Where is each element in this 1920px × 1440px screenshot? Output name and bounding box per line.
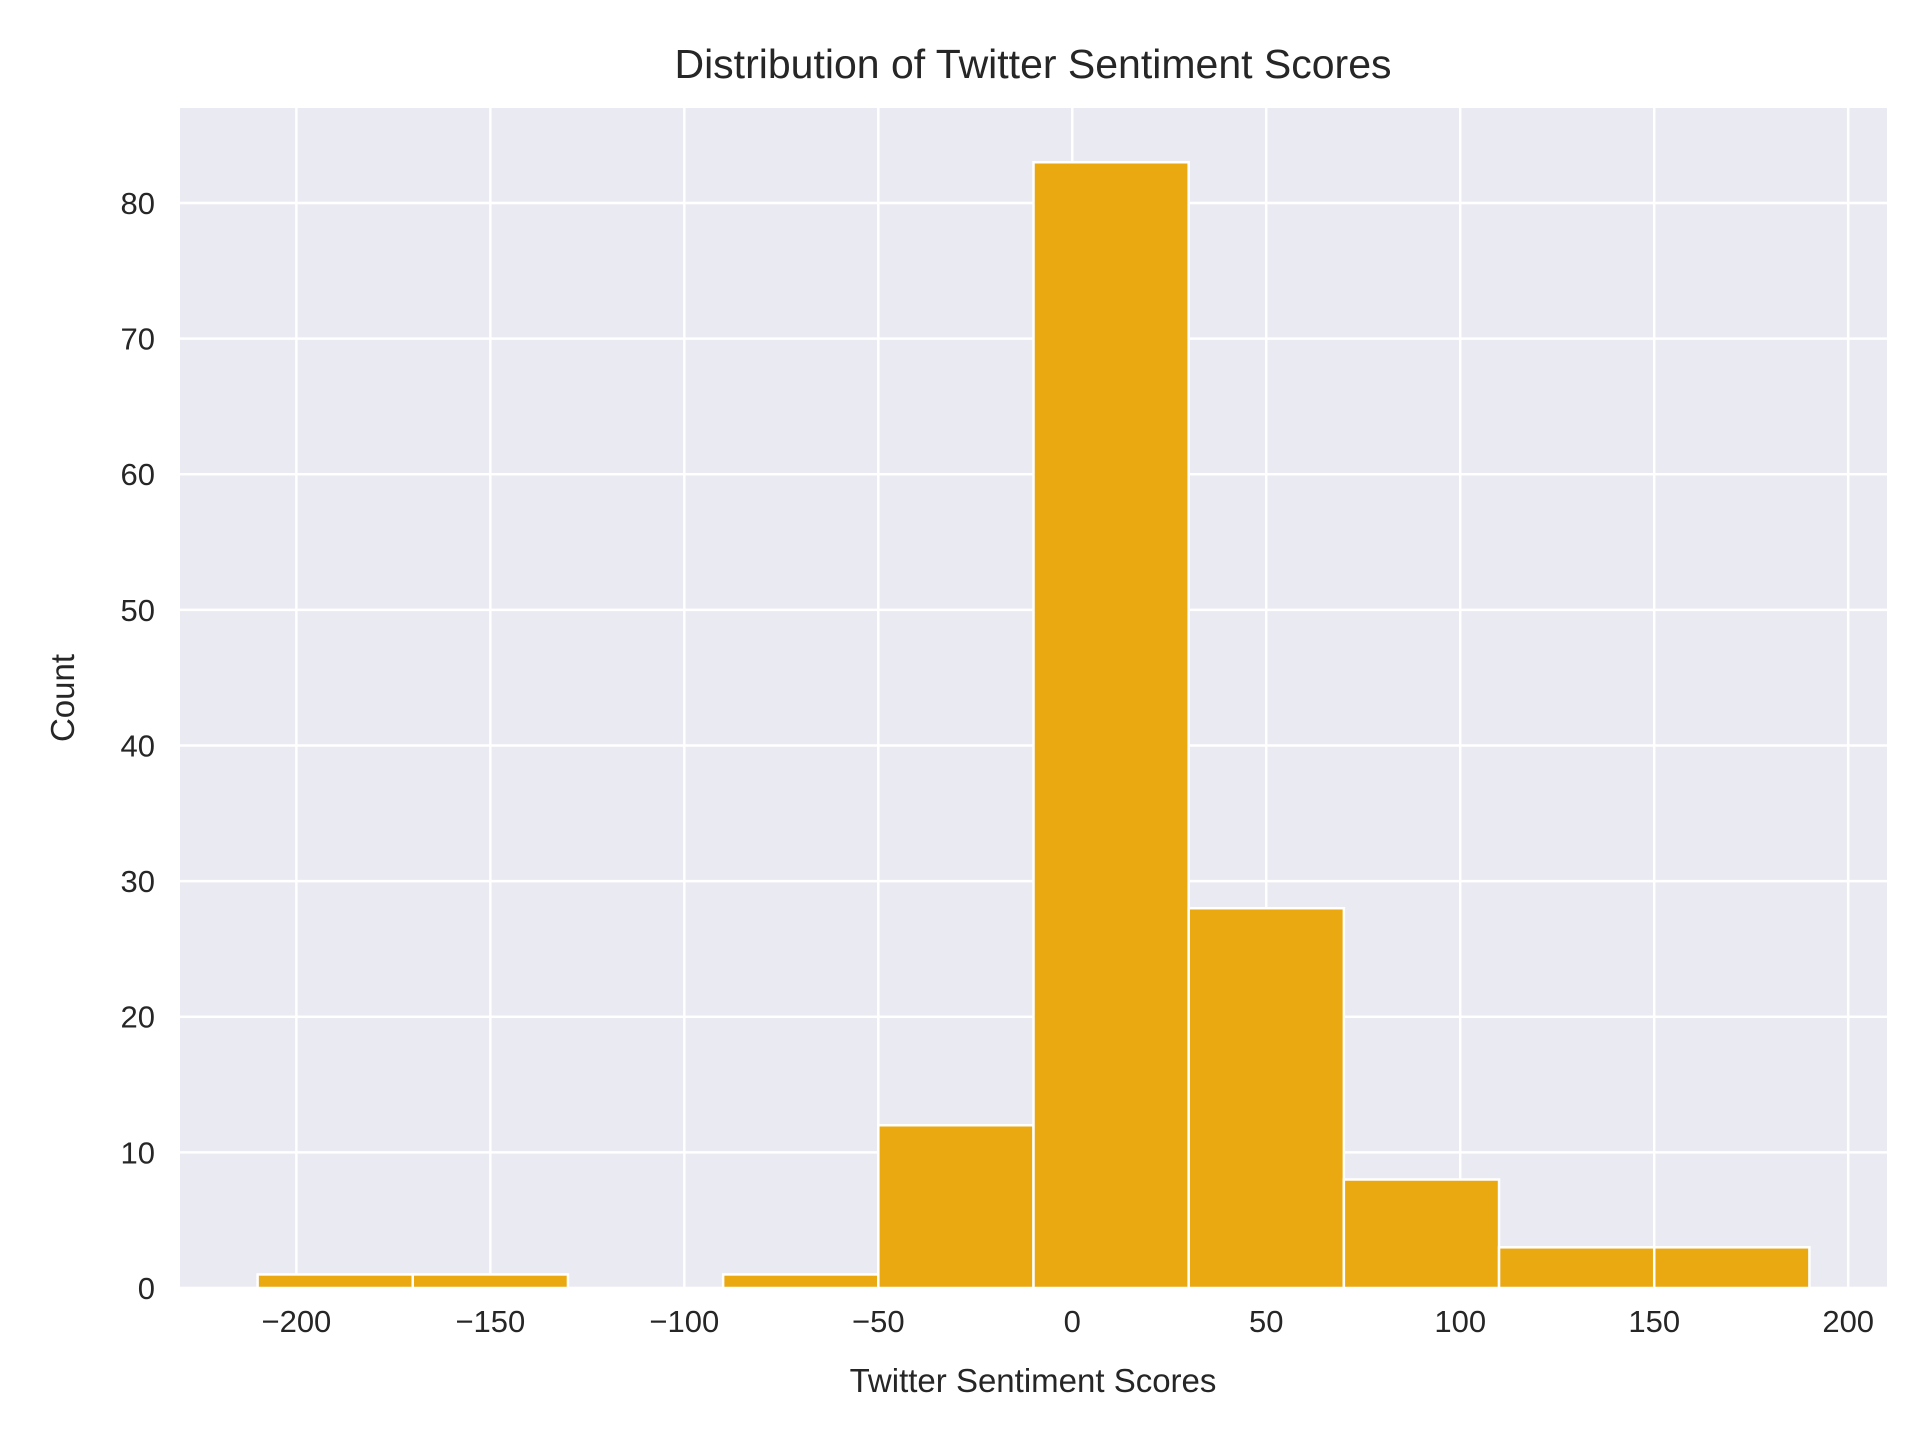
x-tick-label: −200	[261, 1304, 331, 1339]
y-axis-ticks: 0 10 20 30 40 50 60 70 80	[121, 186, 155, 1306]
y-tick-label: 10	[121, 1135, 155, 1170]
y-axis-label: Count	[44, 654, 81, 742]
histogram-bar	[721, 1273, 880, 1290]
chart-title: Distribution of Twitter Sentiment Scores	[674, 41, 1391, 87]
bars	[256, 161, 1811, 1290]
y-tick-label: 50	[121, 593, 155, 628]
y-tick-label: 60	[121, 457, 155, 492]
x-axis-ticks: −200 −150 −100 −50 0 50 100 150 200	[261, 1304, 1874, 1339]
y-tick-label: 20	[121, 1000, 155, 1035]
x-axis-label: Twitter Sentiment Scores	[850, 1362, 1217, 1399]
y-tick-label: 70	[121, 322, 155, 357]
histogram-bar	[877, 1123, 1035, 1290]
histogram-bar	[1652, 1246, 1811, 1290]
x-tick-label: 50	[1249, 1304, 1283, 1339]
y-tick-label: 80	[121, 186, 155, 221]
x-tick-label: 200	[1822, 1304, 1874, 1339]
x-tick-label: −150	[455, 1304, 525, 1339]
histogram-bar	[1187, 906, 1346, 1290]
y-tick-label: 0	[138, 1271, 155, 1306]
histogram-bar	[1032, 161, 1190, 1290]
histogram-bar	[1342, 1178, 1501, 1290]
x-tick-label: 150	[1628, 1304, 1680, 1339]
x-tick-label: 100	[1434, 1304, 1486, 1339]
histogram-bar	[411, 1273, 570, 1290]
x-tick-label: −50	[852, 1304, 905, 1339]
histogram-bar	[256, 1273, 415, 1290]
histogram-bar	[1497, 1246, 1656, 1290]
y-tick-label: 40	[121, 728, 155, 763]
x-tick-label: 0	[1064, 1304, 1081, 1339]
x-tick-label: −100	[649, 1304, 719, 1339]
y-tick-label: 30	[121, 864, 155, 899]
